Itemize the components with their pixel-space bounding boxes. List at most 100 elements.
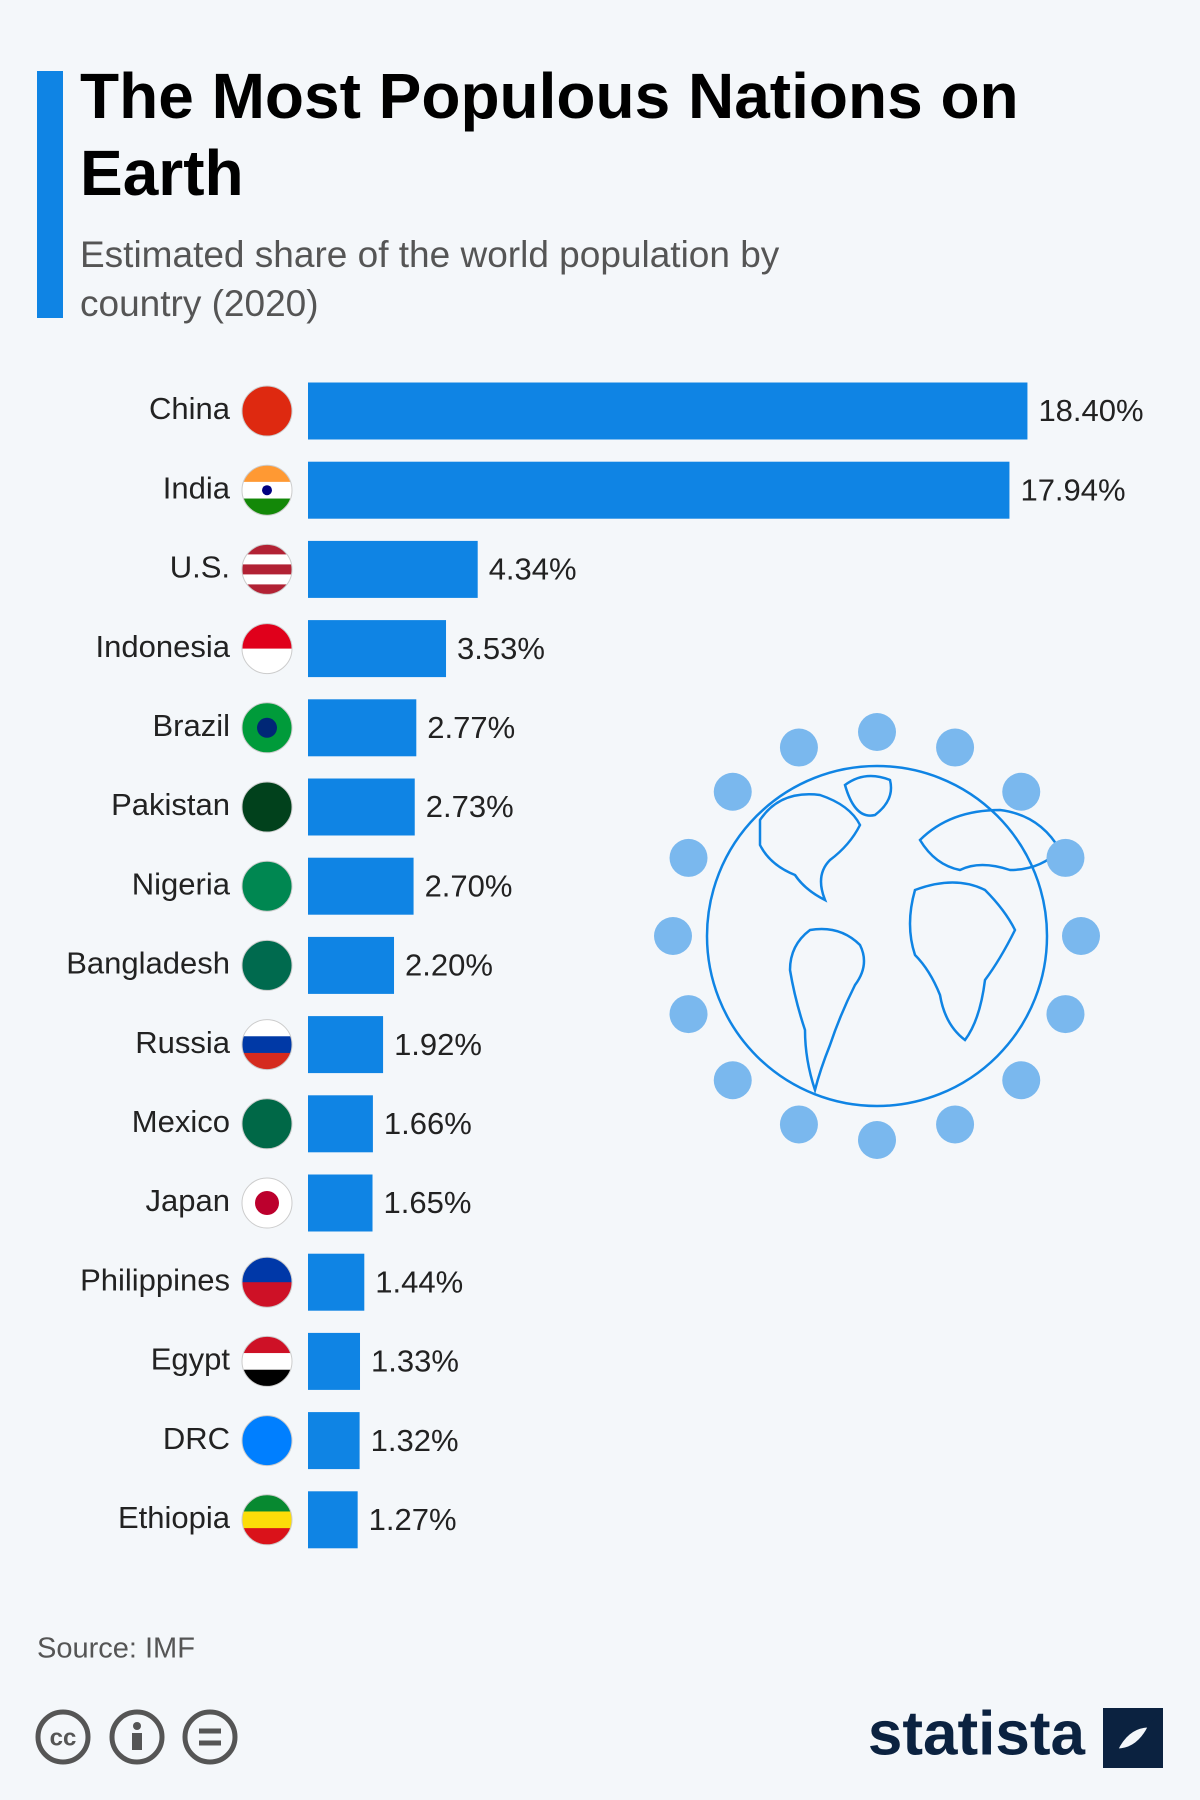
value-label: 2.70% [425, 868, 513, 903]
title-accent [37, 71, 63, 318]
flag [242, 861, 292, 912]
bar [308, 1095, 373, 1153]
bar [308, 461, 1010, 519]
flag-stripe [242, 1528, 292, 1545]
globe-illustration [705, 764, 1062, 1108]
by-icon-head [133, 1722, 141, 1730]
flag-border [241, 543, 293, 595]
flag [242, 782, 292, 832]
flag-stripe [242, 1282, 292, 1308]
flag-border [241, 1256, 293, 1308]
flag [242, 1336, 292, 1387]
chart-title: The Most Populous Nations on Earth [80, 60, 1019, 209]
category-label: Pakistan [111, 787, 230, 822]
flag-emblem [262, 485, 272, 496]
flag-border [241, 385, 293, 437]
category-label: Ethiopia [118, 1500, 231, 1535]
by-icon [109, 1709, 165, 1765]
category-label: India [163, 470, 231, 505]
flag [242, 702, 292, 753]
category-label: Russia [135, 1025, 231, 1060]
flag-stripe [242, 1415, 292, 1466]
globe-dot [713, 772, 752, 811]
brand-mark-part [1103, 1714, 1163, 1768]
globe-dot [1002, 1061, 1041, 1100]
flag-stripe [242, 386, 292, 436]
flag-border [241, 939, 293, 991]
bar [308, 936, 395, 994]
globe-dot [669, 995, 708, 1034]
bar [308, 699, 417, 757]
value-label: 4.34% [489, 552, 577, 587]
flag [242, 940, 292, 991]
flag-stripe [242, 1052, 292, 1070]
category-label: Japan [146, 1183, 230, 1218]
category-label: Mexico [132, 1104, 230, 1139]
globe-dot [936, 728, 975, 767]
bar [308, 1332, 361, 1390]
globe-dot [713, 1061, 752, 1100]
category-label: Egypt [151, 1342, 231, 1377]
category-label: China [149, 391, 231, 426]
category-label: Nigeria [132, 866, 231, 901]
globe-dot [654, 917, 692, 955]
bar [308, 620, 447, 678]
globe-dots [654, 713, 1100, 1159]
flag [242, 544, 292, 595]
flag-border [241, 1494, 293, 1546]
flag-border [241, 1335, 293, 1387]
flag-stripe [242, 1353, 292, 1371]
flag-border [241, 623, 293, 675]
continent [788, 927, 866, 1095]
flag [242, 1178, 292, 1228]
value-label: 17.94% [1020, 472, 1125, 507]
flag-stripe [242, 554, 292, 565]
flag-border [241, 1415, 293, 1467]
flag [242, 1019, 292, 1070]
bar [308, 1174, 373, 1232]
flag-stripe [242, 782, 292, 832]
license-icons: cc [35, 1709, 238, 1765]
flag-stripe [242, 940, 292, 991]
nd-icon [182, 1709, 238, 1765]
flag-border [241, 1019, 293, 1071]
bar [308, 778, 415, 836]
value-label: 1.32% [371, 1423, 459, 1458]
by-icon-body [132, 1733, 142, 1750]
category-label: Indonesia [96, 629, 231, 664]
continent [843, 774, 893, 817]
globe-dot [1002, 772, 1041, 811]
continent [758, 793, 862, 903]
flag-stripe [242, 1257, 292, 1283]
flag-border [241, 702, 293, 754]
source: Source: IMF [37, 1633, 195, 1665]
brand-logo: statista [868, 1699, 1086, 1768]
value-label: 1.92% [394, 1027, 482, 1062]
bar [308, 1412, 360, 1470]
category-label: U.S. [170, 550, 230, 585]
flag-stripe [242, 498, 292, 516]
globe-dot [779, 1105, 818, 1144]
category-label: Bangladesh [66, 946, 230, 981]
value-label: 18.40% [1038, 393, 1143, 428]
globe-dot [1046, 838, 1085, 877]
flag [242, 1415, 292, 1466]
flag-stripe [242, 1036, 292, 1054]
flag-stripe [242, 1336, 292, 1354]
globe-dot [858, 713, 896, 751]
value-label: 2.20% [405, 948, 493, 983]
bar [308, 540, 478, 598]
flag [242, 386, 292, 436]
flag [242, 1494, 292, 1545]
value-label: 1.66% [384, 1106, 472, 1141]
chart-subtitle: Estimated share of the world population … [80, 234, 780, 324]
bar [308, 857, 414, 915]
continent [918, 808, 1062, 872]
value-label: 1.65% [384, 1185, 472, 1220]
category-label: Philippines [80, 1262, 230, 1297]
flag-stripe [242, 1019, 292, 1037]
flag-border [241, 781, 293, 833]
flag-stripe [242, 1511, 292, 1529]
category-label: DRC [163, 1421, 230, 1456]
